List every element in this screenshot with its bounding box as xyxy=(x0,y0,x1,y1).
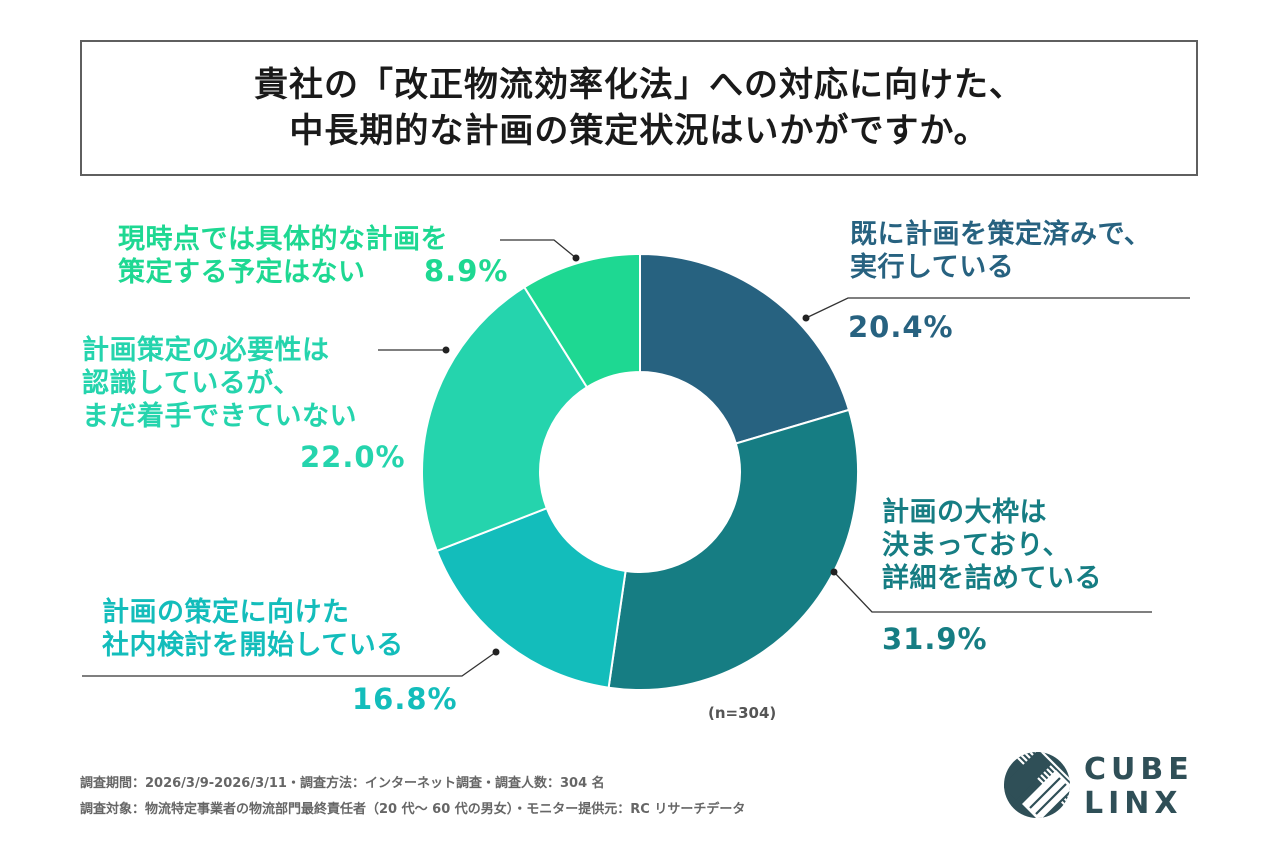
donut-slice-outline-decided xyxy=(607,408,859,691)
donut-slice-not-started xyxy=(421,285,589,553)
logo-text-top: CUBE xyxy=(1084,752,1194,787)
footer-survey-target: 調査対象：物流特定事業者の物流部門最終責任者（20 代～ 60 代の男女）・モニ… xyxy=(80,802,746,817)
sample-size-label: (n=304) xyxy=(708,704,777,722)
label-line: 現時点では具体的な計画を xyxy=(118,224,448,255)
label-line: 計画策定の必要性は xyxy=(82,335,330,366)
label-line: 既に計画を策定済みで、 xyxy=(850,219,1152,250)
label-line: 計画の策定に向けた xyxy=(102,597,350,628)
label-outline-decided: 計画の大枠は 決まっており、 詳細を詰めている xyxy=(882,496,1102,595)
leader-dot-implemented xyxy=(802,314,810,322)
label-line: 認識しているが、 xyxy=(82,368,301,399)
label-implemented: 既に計画を策定済みで、 実行している xyxy=(850,218,1151,284)
value-label-outline-decided: 31.9% xyxy=(882,622,988,656)
leader-dot-not-started xyxy=(442,346,450,354)
donut-slice-internal-review xyxy=(435,506,627,689)
label-line: まだ着手できていない xyxy=(82,401,357,432)
title-line-1: 貴社の「改正物流効率化法」への対応に向けた、 xyxy=(254,65,1024,105)
leader-dot-no-plan xyxy=(572,254,580,262)
leader-dot-internal-review xyxy=(492,648,500,656)
leader-line-implemented xyxy=(805,297,1190,319)
footer-survey-period: 調査期間：2026/3/9-2026/3/11・調査方法：インターネット調査・調… xyxy=(80,776,605,791)
label-line: 社内検討を開始している xyxy=(102,630,404,661)
label-not-started: 計画策定の必要性は 認識しているが、 まだ着手できていない xyxy=(82,334,357,433)
label-no-plan: 現時点では具体的な計画を 策定する予定はない xyxy=(118,223,448,289)
brand-logo: CUBE LINX xyxy=(1000,748,1200,822)
logo-icon xyxy=(1004,752,1070,818)
title-box: 貴社の「改正物流効率化法」への対応に向けた、 中長期的な計画の策定状況はいかがで… xyxy=(80,40,1198,176)
logo-text-bottom: LINX xyxy=(1084,786,1183,821)
leader-line-internal-review xyxy=(82,651,497,677)
value-label-no-plan: 8.9% xyxy=(424,254,509,288)
leader-dot-outline-decided xyxy=(830,568,838,576)
leader-line-outline-decided xyxy=(833,571,1152,613)
label-line: 決まっており、 xyxy=(882,530,1071,561)
value-label-internal-review: 16.8% xyxy=(352,682,458,716)
title-line-2: 中長期的な計画の策定状況はいかがですか。 xyxy=(289,111,989,151)
label-line: 計画の大枠は xyxy=(882,497,1047,528)
label-line: 詳細を詰めている xyxy=(882,563,1102,594)
label-internal-review: 計画の策定に向けた 社内検討を開始している xyxy=(102,596,404,662)
value-label-implemented: 20.4% xyxy=(848,310,954,344)
donut-slice-implemented xyxy=(639,252,851,445)
leader-line-no-plan xyxy=(500,239,577,259)
label-line: 策定する予定はない xyxy=(118,257,366,288)
donut-slice-no-plan xyxy=(522,252,641,389)
value-label-not-started: 22.0% xyxy=(300,440,406,474)
label-line: 実行している xyxy=(850,252,1015,283)
